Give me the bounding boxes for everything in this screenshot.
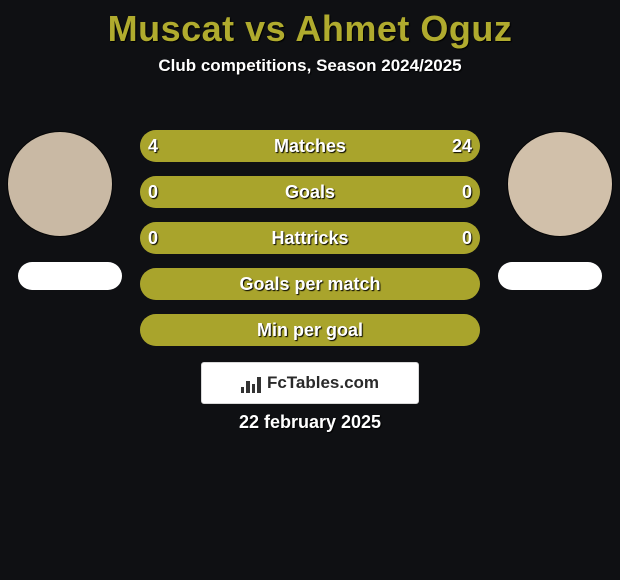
stat-bar: Hattricks0 0 [140, 222, 480, 254]
bar-value-right: 24 [452, 130, 472, 162]
brand-text: FcTables.com [267, 373, 379, 393]
bar-label: Min per goal [140, 314, 480, 346]
player-right-avatar [508, 132, 612, 236]
bar-value-right: 0 [462, 222, 472, 254]
chart-icon [241, 373, 261, 393]
brand-box: FcTables.com [201, 362, 419, 404]
bar-label: Hattricks [140, 222, 480, 254]
bar-value-left: 4 [148, 130, 158, 162]
stat-bar: Goals0 0 [140, 176, 480, 208]
subtitle: Club competitions, Season 2024/2025 [0, 56, 620, 76]
bar-value-right: 0 [462, 176, 472, 208]
bar-label: Matches [140, 130, 480, 162]
comparison-card: Muscat vs Ahmet Oguz Club competitions, … [0, 8, 620, 580]
player-left-avatar [8, 132, 112, 236]
bar-value-left: 0 [148, 222, 158, 254]
stat-bar: Min per goal [140, 314, 480, 346]
stat-bar: Matches4 24 [140, 130, 480, 162]
page-title: Muscat vs Ahmet Oguz [0, 8, 620, 50]
bar-label: Goals [140, 176, 480, 208]
bar-value-left: 0 [148, 176, 158, 208]
club-right-pill [498, 262, 602, 290]
date-label: 22 february 2025 [0, 412, 620, 433]
club-left-pill [18, 262, 122, 290]
stat-bars: Matches424Goals00Hattricks00Goals per ma… [140, 130, 480, 360]
bar-label: Goals per match [140, 268, 480, 300]
stat-bar: Goals per match [140, 268, 480, 300]
